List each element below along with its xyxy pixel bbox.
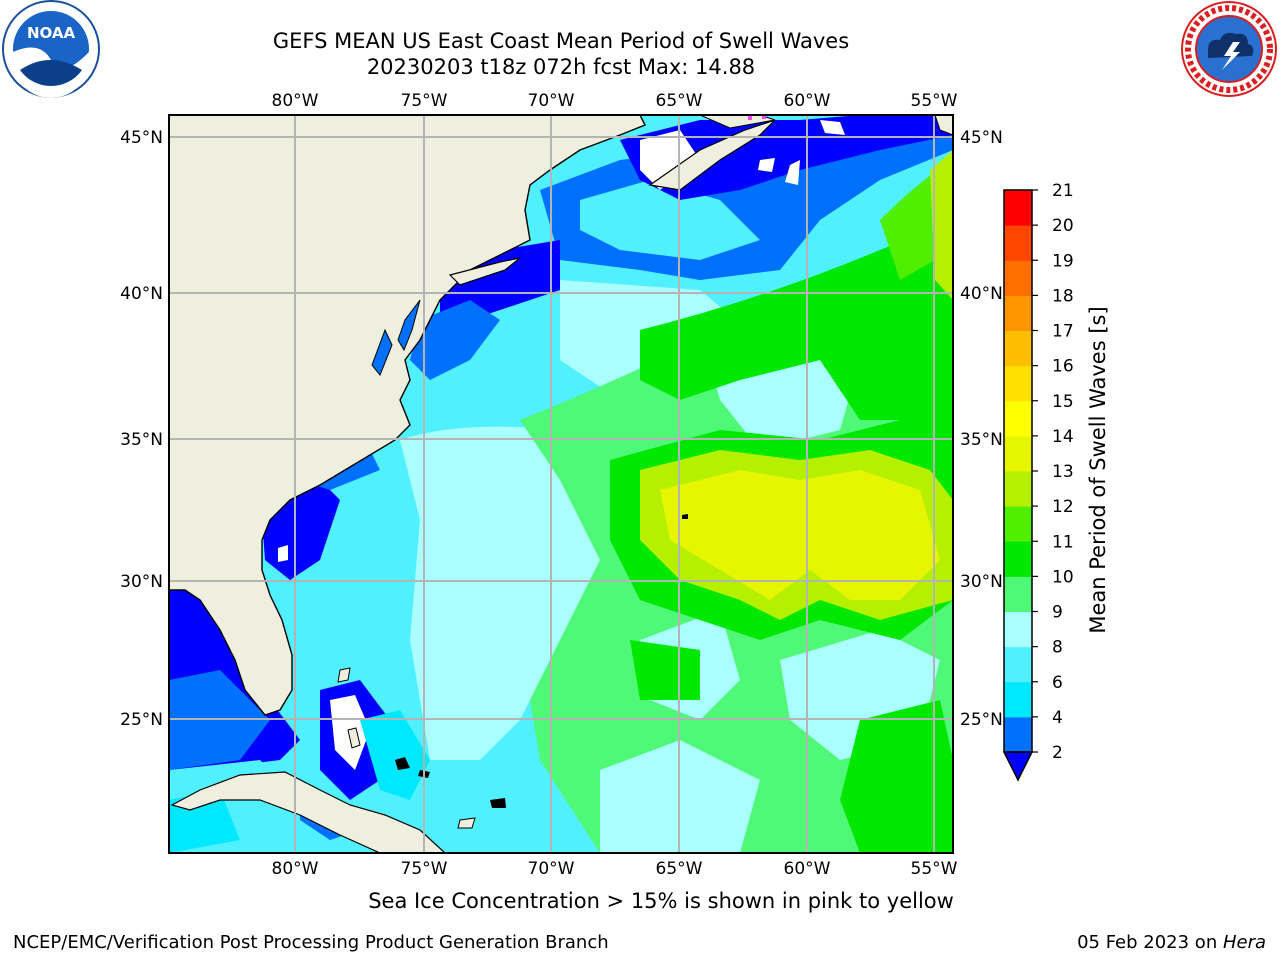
map-graticule — [169, 115, 953, 853]
lon-label-bottom: 65°W — [656, 859, 703, 879]
lat-label-left: 45°N — [120, 128, 163, 148]
map-title: GEFS MEAN US East Coast Mean Period of S… — [272, 29, 850, 53]
colorbar-under-arrow — [1002, 751, 1034, 782]
lat-label-left: 25°N — [120, 710, 163, 730]
lon-label-top: 55°W — [911, 91, 958, 111]
colorbar-segment — [1004, 506, 1032, 542]
colorbar-label: 16 — [1052, 357, 1074, 377]
nws-logo — [1181, 1, 1277, 97]
colorbar-label: 11 — [1052, 532, 1074, 552]
colorbar-segment — [1004, 400, 1032, 437]
lon-label-bottom: 70°W — [528, 859, 575, 879]
colorbar-segment — [1004, 295, 1032, 331]
colorbar-label: 18 — [1052, 286, 1074, 306]
colorbar-segment — [1004, 260, 1032, 296]
map-frame — [168, 114, 954, 854]
lon-label-bottom: 60°W — [784, 859, 831, 879]
lat-label-left: 35°N — [120, 430, 163, 450]
colorbar-label: 9 — [1052, 603, 1063, 623]
colorbar-segment — [1004, 576, 1032, 612]
colorbar-title: Mean Period of Swell Waves [s] — [1086, 306, 1110, 633]
map-subtitle: 20230203 t18z 072h fcst Max: 14.88 — [366, 55, 756, 79]
lat-label-left: 40°N — [120, 284, 163, 304]
lon-label-top: 65°W — [656, 91, 703, 111]
lon-label-top: 70°W — [528, 91, 575, 111]
colorbar: 2 4 6 8 9 10 11 12 13 14 15 16 17 18 19 20 21 — [1002, 181, 1074, 782]
lon-label-bottom: 80°W — [272, 859, 319, 879]
sea-ice-note: Sea Ice Concentration > 15% is shown in … — [368, 889, 954, 913]
colorbar-segment — [1004, 225, 1032, 261]
producer-credit: NCEP/EMC/Verification Post Processing Pr… — [13, 932, 609, 953]
colorbar-segment — [1004, 681, 1032, 718]
lat-label-right: 45°N — [960, 128, 1003, 148]
colorbar-segment — [1004, 716, 1032, 753]
lat-label-right: 40°N — [960, 284, 1003, 304]
colorbar-label: 21 — [1052, 181, 1074, 201]
colorbar-label: 17 — [1052, 322, 1074, 342]
colorbar-label: 14 — [1052, 427, 1074, 447]
colorbar-label: 10 — [1052, 567, 1074, 587]
colorbar-label: 6 — [1052, 673, 1063, 693]
production-date-text: 05 Feb 2023 on — [1077, 932, 1223, 953]
lon-label-bottom: 75°W — [401, 859, 448, 879]
colorbar-label: 2 — [1052, 743, 1063, 763]
lat-label-right: 30°N — [960, 572, 1003, 592]
lat-label-left: 30°N — [120, 572, 163, 592]
lon-label-top: 60°W — [784, 91, 831, 111]
noaa-logo: NOAA — [2, 0, 100, 98]
colorbar-label: 12 — [1052, 497, 1074, 517]
colorbar-label: 19 — [1052, 251, 1074, 271]
colorbar-segment — [1004, 190, 1032, 226]
colorbar-label: 15 — [1052, 392, 1074, 412]
lon-label-top: 80°W — [272, 91, 319, 111]
lon-label-top: 75°W — [401, 91, 448, 111]
swell-period-field — [169, 115, 953, 853]
lat-label-right: 35°N — [960, 430, 1003, 450]
colorbar-segment — [1004, 611, 1032, 648]
lat-label-right: 25°N — [960, 710, 1003, 730]
svg-text:NOAA: NOAA — [27, 24, 76, 42]
colorbar-label: 4 — [1052, 708, 1063, 728]
production-date: 05 Feb 2023 on Hera — [1077, 932, 1266, 953]
colorbar-segment — [1004, 330, 1032, 367]
colorbar-label: 13 — [1052, 462, 1074, 482]
colorbar-label: 20 — [1052, 216, 1074, 236]
colorbar-segment — [1004, 471, 1032, 507]
colorbar-label: 8 — [1052, 638, 1063, 658]
colorbar-segment — [1004, 541, 1032, 577]
lon-label-bottom: 55°W — [911, 859, 958, 879]
colorbar-segment — [1004, 646, 1032, 683]
production-host: Hera — [1222, 932, 1266, 953]
colorbar-segment — [1004, 435, 1032, 472]
colorbar-segment — [1004, 365, 1032, 402]
